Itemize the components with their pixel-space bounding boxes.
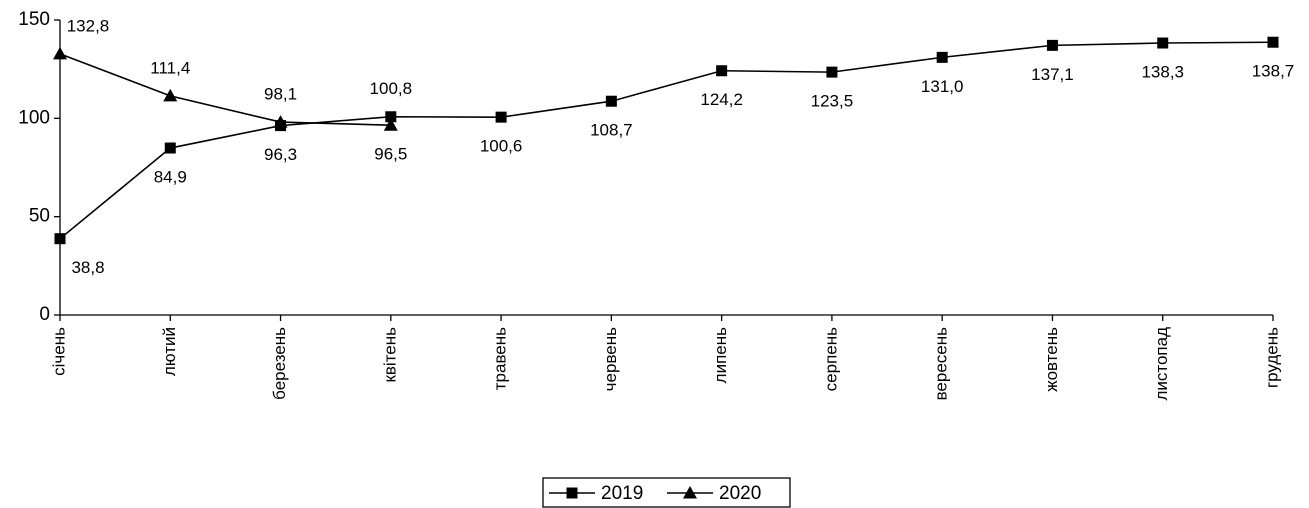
data-point (495, 111, 507, 123)
x-tick-label: січень (49, 327, 68, 376)
data-point (164, 142, 176, 154)
x-tick-label: травень (491, 327, 510, 390)
data-label: 84,9 (154, 168, 187, 187)
legend-label: 2019 (601, 483, 643, 504)
y-tick-label: 0 (39, 304, 50, 325)
x-tick-label: квітень (380, 327, 399, 383)
data-point (385, 111, 397, 123)
data-point (383, 118, 398, 131)
x-tick-label: лютий (160, 327, 179, 376)
data-label: 123,5 (811, 92, 854, 111)
data-point (163, 88, 178, 102)
data-label: 100,8 (370, 79, 413, 98)
data-point (273, 115, 288, 128)
data-point (1157, 37, 1169, 49)
data-point (716, 65, 728, 77)
legend-label: 2020 (719, 483, 761, 504)
legend: 2019 2020 (542, 477, 791, 508)
data-point (54, 233, 66, 245)
x-tick-label: серпень (821, 327, 840, 391)
x-tick-label: грудень (1262, 327, 1281, 388)
data-point (936, 51, 948, 63)
data-label: 98,1 (264, 85, 297, 104)
y-tick-label: 150 (18, 9, 50, 30)
data-label: 131,0 (921, 77, 964, 96)
data-label: 96,5 (374, 145, 407, 164)
data-label: 137,1 (1031, 65, 1074, 84)
data-point (1267, 36, 1279, 48)
data-label: 96,3 (264, 145, 297, 164)
data-point (53, 46, 67, 60)
data-point (1046, 39, 1058, 51)
data-label: 138,7 (1252, 62, 1295, 81)
data-label: 132,8 (67, 16, 110, 35)
x-tick-label: червень (601, 327, 620, 391)
x-tick-label: жовтень (1042, 327, 1061, 392)
series-line (59, 53, 391, 127)
legend-marker (683, 486, 697, 499)
x-tick-label: липень (711, 327, 730, 383)
y-tick-label: 100 (18, 107, 50, 128)
data-label: 108,7 (590, 121, 633, 140)
x-tick-label: листопад (1152, 327, 1171, 401)
legend-marker (566, 487, 578, 499)
x-tick-label: березень (270, 327, 289, 400)
data-point (605, 95, 617, 107)
data-label: 38,8 (71, 258, 104, 277)
data-label: 100,6 (480, 137, 523, 156)
data-label: 124,2 (700, 90, 743, 109)
x-tick-label: вересень (932, 327, 951, 401)
series-line (59, 41, 1274, 240)
y-tick-label: 50 (29, 206, 50, 227)
data-point (826, 66, 838, 78)
data-label: 138,3 (1141, 62, 1184, 81)
data-label: 111,4 (150, 58, 190, 77)
